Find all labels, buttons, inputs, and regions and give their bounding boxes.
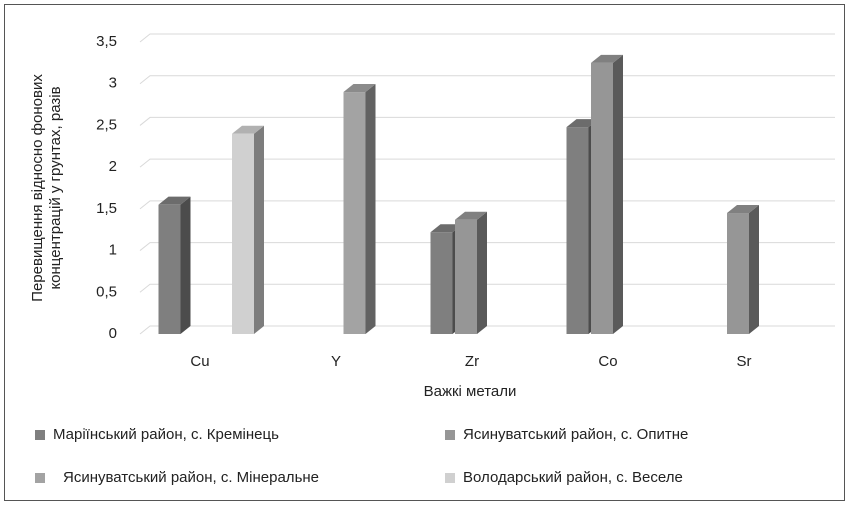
bar-side xyxy=(180,196,191,334)
bar-top xyxy=(591,54,623,63)
bar xyxy=(343,92,366,334)
bar xyxy=(158,204,181,334)
x-axis-title: Важкі метали xyxy=(424,383,517,400)
y-tick-label: 2 xyxy=(109,158,117,175)
frame xyxy=(4,4,845,501)
y-axis-title: концентрацій у грунтах, разів xyxy=(47,86,64,289)
legend-swatch xyxy=(445,473,455,483)
y-tick-label: 3,5 xyxy=(96,33,117,50)
y-tick-label: 2,5 xyxy=(96,116,117,133)
bar xyxy=(232,133,254,334)
x-tick-label: Y xyxy=(331,353,341,370)
legend-label: Ясинуватський район, с. Опитне xyxy=(463,426,688,443)
bar-top xyxy=(158,196,191,205)
y-tick-label: 0 xyxy=(109,325,117,342)
legend-swatch xyxy=(35,473,45,483)
legend-label: Ясинуватський район, с. Мінеральне xyxy=(63,469,319,486)
grid-line xyxy=(139,33,835,43)
bar xyxy=(430,232,453,334)
bar-top xyxy=(727,205,759,214)
bar-top xyxy=(343,84,376,93)
y-tick-label: 1,5 xyxy=(96,200,117,217)
x-tick-label: Zr xyxy=(465,353,479,370)
bar-side xyxy=(749,205,759,334)
bar-side xyxy=(613,54,623,334)
y-tick-label: 1 xyxy=(109,242,117,259)
bar-top xyxy=(430,224,463,233)
bar xyxy=(455,219,477,334)
bar-top xyxy=(232,125,264,134)
legend-swatch xyxy=(445,430,455,440)
bar-side xyxy=(254,125,264,335)
bar-side xyxy=(477,211,487,334)
bar xyxy=(591,62,613,334)
bar xyxy=(566,127,589,335)
legend-label: Володарський район, с. Веселе xyxy=(463,469,683,486)
legend-label: Маріїнський район, с. Кремінець xyxy=(53,426,279,443)
bar-top xyxy=(566,119,599,128)
y-tick-label: 3 xyxy=(109,75,117,92)
x-tick-label: Cu xyxy=(190,353,209,370)
x-tick-label: Sr xyxy=(737,353,752,370)
bar xyxy=(727,213,749,334)
legend-swatch xyxy=(35,430,45,440)
y-axis-title: Перевищення відносно фонових xyxy=(29,74,46,302)
y-tick-label: 0,5 xyxy=(96,283,117,300)
bar-top xyxy=(455,211,487,220)
bar-side xyxy=(365,84,376,334)
x-tick-label: Co xyxy=(598,353,617,370)
